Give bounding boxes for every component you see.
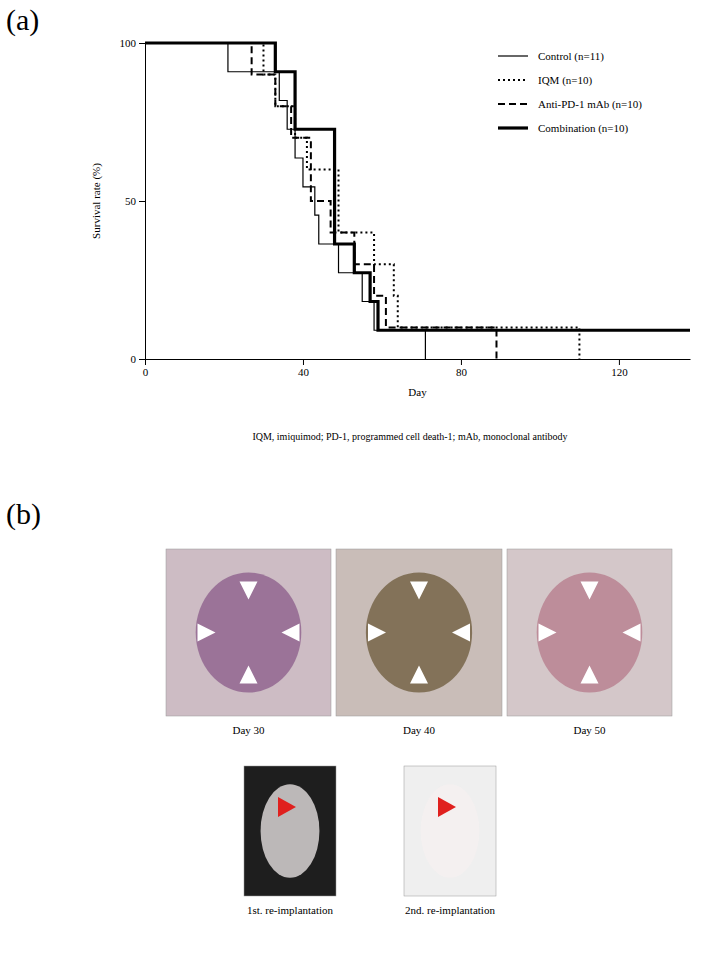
tick-mark: [139, 359, 145, 360]
tick-label: 0: [143, 366, 149, 378]
y-axis: 0 50 100: [120, 37, 146, 365]
photo-subject: [537, 572, 643, 692]
tick-mark: [303, 359, 304, 365]
tick-label: 40: [298, 366, 310, 378]
photo-frame: [166, 549, 331, 716]
photo-caption: 1st. re-implantation: [247, 904, 334, 916]
x-axis-title: Day: [408, 386, 427, 398]
photo-subject: [421, 784, 480, 878]
tick-label: 50: [125, 195, 137, 207]
survival-curve: [145, 43, 690, 330]
photo-frame: [336, 549, 502, 716]
arrowhead: [240, 582, 258, 600]
arrowhead: [452, 624, 470, 642]
tick: 120: [611, 359, 628, 378]
arrowhead: [198, 624, 216, 642]
axis-line: [145, 44, 146, 360]
panel-label: (b): [6, 497, 41, 531]
tick: 40: [298, 359, 310, 378]
photo-caption: Day 30: [232, 724, 265, 736]
legend-label: Control (n=11): [538, 50, 604, 63]
tick: 80: [456, 359, 468, 378]
photo: [404, 766, 496, 896]
photo-frame: [244, 766, 336, 896]
tick-mark: [619, 359, 620, 365]
photo-caption: 2nd. re-implantation: [405, 904, 495, 916]
arrowhead: [410, 666, 428, 684]
tick-label: 80: [456, 366, 468, 378]
legend: Control (n=11) IQM (n=10) Anti-PD-1 mAb (n…: [498, 50, 642, 135]
figure: (a) 0 40 80 120 0 50 100 Day Survival rate (%) IQM…: [0, 0, 709, 956]
legend-label: IQM (n=10): [538, 74, 593, 87]
arrowhead: [368, 624, 386, 642]
arrowhead: [539, 624, 557, 642]
tick: 50: [125, 195, 145, 207]
legend-swatch: [498, 55, 528, 56]
tick-mark: [139, 43, 145, 44]
legend-label: Combination (n=10): [538, 122, 629, 135]
photo: [166, 549, 331, 716]
arrowhead: [623, 624, 641, 642]
photo: [244, 766, 336, 896]
tick-label: 0: [131, 353, 137, 365]
tick-mark: [139, 201, 145, 202]
arrowhead: [581, 666, 599, 684]
legend-swatch: [498, 126, 528, 129]
y-axis-title: Survival rate (%): [90, 163, 103, 239]
arrowhead: [282, 624, 300, 642]
tick-mark: [145, 359, 146, 365]
photo-frame: [404, 766, 496, 896]
panel-label: (a): [6, 3, 39, 37]
survival-curve: [145, 43, 425, 359]
tick: 0: [143, 359, 149, 378]
arrowhead: [278, 797, 296, 817]
photo-caption: Day 40: [403, 724, 436, 736]
tick-label: 100: [120, 37, 137, 49]
survival-curve: [145, 43, 496, 359]
photo-subject: [196, 572, 302, 692]
legend-label: Anti-PD-1 mAb (n=10): [538, 98, 642, 111]
photo-caption: Day 50: [573, 724, 606, 736]
arrowhead: [240, 666, 258, 684]
legend-swatch: [498, 103, 528, 105]
x-axis: 0 40 80 120: [143, 359, 691, 378]
arrowhead: [410, 582, 428, 600]
legend-swatch: [498, 79, 528, 81]
survival-curve: [145, 43, 579, 359]
arrowhead: [438, 797, 456, 817]
tick: 0: [131, 353, 146, 365]
photo: [507, 549, 672, 716]
photo-subject: [261, 784, 320, 878]
photo-frame: [507, 549, 672, 716]
photo-subject: [366, 572, 472, 692]
arrowhead: [581, 582, 599, 600]
caption: IQM, imiquimod; PD-1, programmed cell de…: [252, 431, 567, 442]
photo: [336, 549, 502, 716]
axis-line: [146, 359, 691, 360]
tick: 100: [120, 37, 146, 49]
tick-label: 120: [611, 366, 628, 378]
plot-area: [145, 43, 690, 359]
tick-mark: [461, 359, 462, 365]
